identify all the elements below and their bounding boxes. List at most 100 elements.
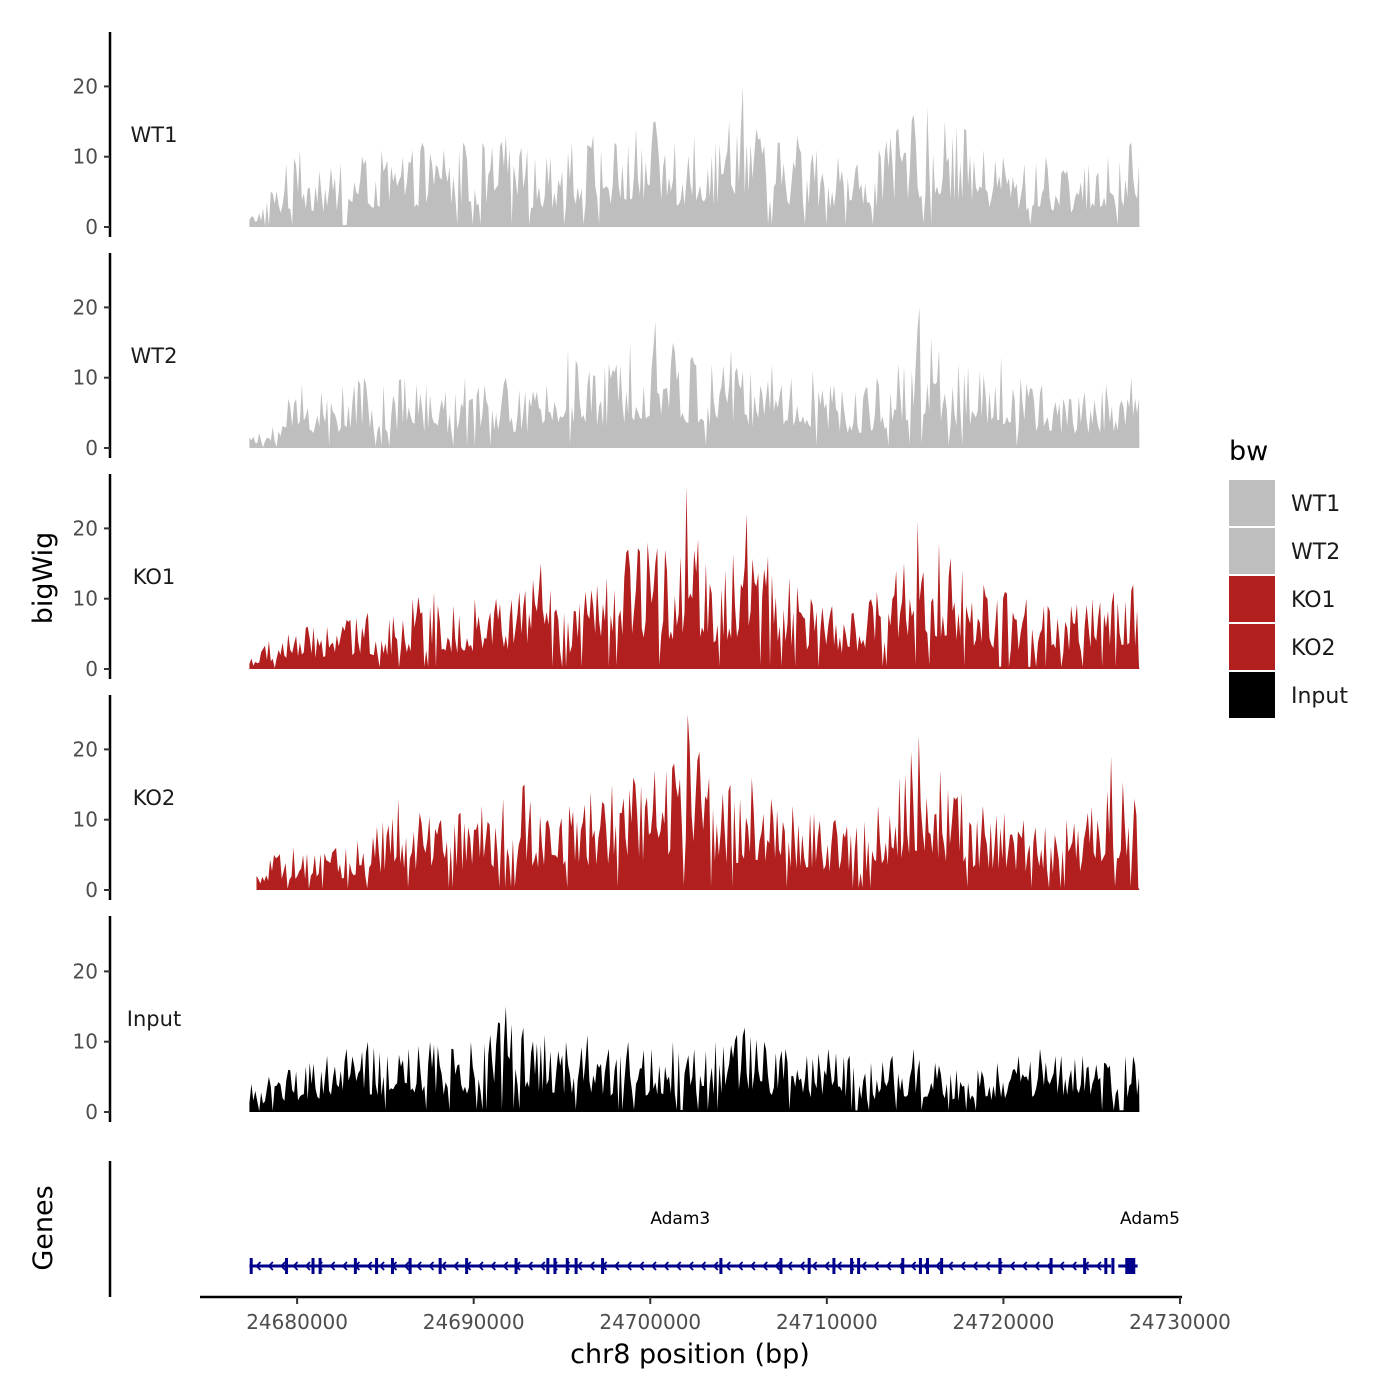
strand-arrow bbox=[663, 1261, 670, 1271]
strand-arrow bbox=[527, 1261, 534, 1271]
legend-label-ko1: KO1 bbox=[1291, 588, 1336, 613]
strand-arrow bbox=[1009, 1261, 1016, 1271]
exon bbox=[779, 1258, 783, 1274]
x-axis-title: chr8 position (bp) bbox=[570, 1339, 810, 1370]
exon bbox=[546, 1258, 550, 1274]
x-tick-label: 24700000 bbox=[599, 1310, 701, 1334]
strand-arrow bbox=[700, 1261, 707, 1271]
signal-area-ko2 bbox=[256, 714, 1140, 890]
strand-arrow bbox=[737, 1261, 744, 1271]
strand-arrow bbox=[415, 1261, 422, 1271]
exon bbox=[438, 1258, 442, 1274]
y-tick-label: 0 bbox=[85, 1100, 98, 1124]
strand-arrow bbox=[588, 1261, 595, 1271]
y-tick-label: 0 bbox=[85, 657, 98, 681]
legend-swatch-ko1 bbox=[1229, 576, 1275, 622]
strand-arrow bbox=[650, 1261, 657, 1271]
track-labels: WT1 WT2 KO1 KO2 Input bbox=[127, 123, 181, 1031]
strand-arrow bbox=[959, 1261, 966, 1271]
legend-label-input: Input bbox=[1291, 684, 1348, 709]
exon bbox=[940, 1258, 944, 1274]
exon bbox=[925, 1258, 929, 1274]
y-tick-label: 20 bbox=[73, 959, 98, 983]
track-label-input: Input bbox=[127, 1007, 181, 1031]
strand-arrow bbox=[452, 1261, 459, 1271]
exon bbox=[285, 1258, 289, 1274]
strand-arrow bbox=[378, 1261, 385, 1271]
y-axis-title: bigWig bbox=[28, 532, 59, 625]
strand-arrow bbox=[341, 1261, 348, 1271]
exon bbox=[408, 1258, 412, 1274]
strand-arrow bbox=[1033, 1261, 1040, 1271]
exon bbox=[390, 1258, 394, 1274]
track-label-ko1: KO1 bbox=[133, 565, 176, 589]
strand-arrow bbox=[860, 1261, 867, 1271]
legend-swatch-input bbox=[1229, 672, 1275, 718]
y-tick-label: 20 bbox=[73, 516, 98, 540]
genes-axis-title: Genes bbox=[28, 1185, 59, 1270]
y-tick-label: 20 bbox=[73, 74, 98, 98]
exon bbox=[832, 1258, 836, 1274]
strand-arrow bbox=[440, 1261, 447, 1271]
y-tick-label: 10 bbox=[73, 808, 98, 832]
strand-arrow bbox=[774, 1261, 781, 1271]
track-label-wt1: WT1 bbox=[131, 123, 178, 147]
exon bbox=[565, 1258, 569, 1274]
exon bbox=[574, 1258, 578, 1274]
y-tick-label: 0 bbox=[85, 878, 98, 902]
x-axis: 24680000 24690000 24700000 24710000 24720000… bbox=[200, 1295, 1231, 1334]
strand-arrow bbox=[366, 1261, 373, 1271]
x-tick-label: 24680000 bbox=[246, 1310, 348, 1334]
strand-arrow bbox=[267, 1261, 274, 1271]
strand-arrow bbox=[786, 1261, 793, 1271]
strand-arrow bbox=[576, 1261, 583, 1271]
strand-arrow bbox=[762, 1261, 768, 1271]
strand-arrow bbox=[539, 1261, 546, 1271]
exon bbox=[1049, 1258, 1053, 1274]
strand-arrow bbox=[675, 1261, 682, 1271]
exon bbox=[249, 1258, 253, 1274]
track-label-wt2: WT2 bbox=[131, 344, 178, 368]
strand-arrow bbox=[935, 1261, 941, 1271]
strand-arrow bbox=[329, 1261, 336, 1271]
x-tick-label: 24690000 bbox=[423, 1310, 525, 1334]
strand-arrow bbox=[502, 1261, 509, 1271]
strand-arrow bbox=[1071, 1261, 1077, 1271]
exon bbox=[318, 1258, 322, 1274]
track-wt1: 0 10 20 bbox=[73, 32, 1140, 239]
x-tick-label: 24710000 bbox=[776, 1310, 878, 1334]
legend-swatch-ko2 bbox=[1229, 624, 1275, 670]
y-tick-label: 20 bbox=[73, 295, 98, 319]
legend-title: bw bbox=[1229, 436, 1268, 467]
strand-arrow bbox=[799, 1261, 805, 1271]
exon bbox=[857, 1258, 861, 1274]
genes-panel: Adam3 Adam5 bbox=[108, 1161, 1180, 1297]
track-ko1: 0 10 20 bbox=[73, 474, 1140, 681]
legend-label-ko2: KO2 bbox=[1291, 636, 1336, 661]
legend: bw WT1 WT2 KO1 KO2 Input bbox=[1229, 436, 1348, 718]
track-input: 0 10 20 bbox=[73, 916, 1140, 1124]
gene-label: Adam5 bbox=[1120, 1209, 1180, 1229]
strand-arrow bbox=[687, 1261, 694, 1271]
strand-arrow bbox=[724, 1261, 731, 1271]
strand-arrow bbox=[1058, 1261, 1065, 1271]
strand-arrow bbox=[984, 1261, 991, 1271]
strand-arrow bbox=[823, 1261, 830, 1271]
gene-adam3: Adam3 bbox=[249, 1209, 1112, 1271]
exon bbox=[465, 1258, 469, 1274]
exon bbox=[719, 1258, 723, 1274]
y-tick-label: 10 bbox=[73, 587, 98, 611]
exon bbox=[998, 1258, 1002, 1274]
track-wt2: 0 10 20 bbox=[73, 253, 1140, 460]
signal-area-wt2 bbox=[249, 307, 1140, 448]
exon bbox=[553, 1258, 557, 1274]
exon bbox=[1125, 1258, 1136, 1274]
gene-label: Adam3 bbox=[650, 1209, 710, 1229]
strand-arrow bbox=[910, 1261, 917, 1271]
strand-arrow bbox=[477, 1261, 484, 1271]
x-tick-label: 24730000 bbox=[1129, 1310, 1231, 1334]
strand-arrow bbox=[749, 1261, 756, 1271]
x-tick-label: 24720000 bbox=[953, 1310, 1055, 1334]
strand-arrow bbox=[490, 1261, 496, 1271]
